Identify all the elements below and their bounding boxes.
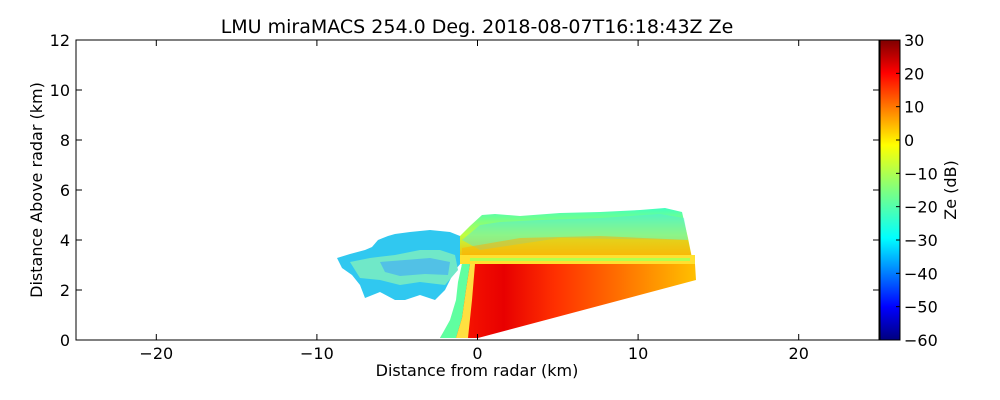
- colorbar-label: Ze (dB): [941, 160, 960, 220]
- upwind-anvil-region: [337, 230, 462, 300]
- reflectivity-field: [337, 208, 696, 338]
- y-tick-label: 6: [60, 181, 70, 200]
- colorbar: [879, 39, 901, 341]
- x-tick-label: 0: [472, 344, 482, 363]
- bright-band-region: [460, 255, 695, 264]
- y-tick-label: 0: [60, 331, 70, 350]
- rain-region: [440, 264, 696, 338]
- colorbar-tick-label: −60: [904, 331, 938, 350]
- colorbar-tick-label: −30: [904, 231, 938, 250]
- colorbar-tick-label: −10: [904, 164, 938, 183]
- y-axis-label: Distance Above radar (km): [27, 82, 46, 298]
- x-tick-label: −20: [139, 344, 173, 363]
- colorbar-tick-label: 30: [904, 31, 924, 50]
- y-tick-label: 8: [60, 131, 70, 150]
- upper-cloud-region: [460, 208, 692, 262]
- x-tick-label: 10: [628, 344, 648, 363]
- y-tick-label: 2: [60, 281, 70, 300]
- y-axis: 0 2 4 6 8 10 12: [50, 31, 879, 350]
- x-tick-label: 20: [789, 344, 809, 363]
- y-tick-label: 10: [50, 81, 70, 100]
- colorbar-tick-label: −40: [904, 264, 938, 283]
- colorbar-tick-label: 0: [904, 131, 914, 150]
- x-axis-label: Distance from radar (km): [376, 361, 579, 380]
- x-tick-label: −10: [300, 344, 334, 363]
- colorbar-tick-label: 20: [904, 64, 924, 83]
- y-tick-label: 4: [60, 231, 70, 250]
- colorbar-tick-label: −20: [904, 198, 938, 217]
- y-tick-label: 12: [50, 31, 70, 50]
- x-axis: −20 −10 0 10 20: [139, 40, 809, 363]
- colorbar-tick-label: −50: [904, 298, 938, 317]
- colorbar-axis: 30 20 10 0 −10 −20 −30 −40 −50 −60: [896, 31, 938, 350]
- colorbar-tick-label: 10: [904, 98, 924, 117]
- chart-title: LMU miraMACS 254.0 Deg. 2018-08-07T16:18…: [221, 16, 734, 38]
